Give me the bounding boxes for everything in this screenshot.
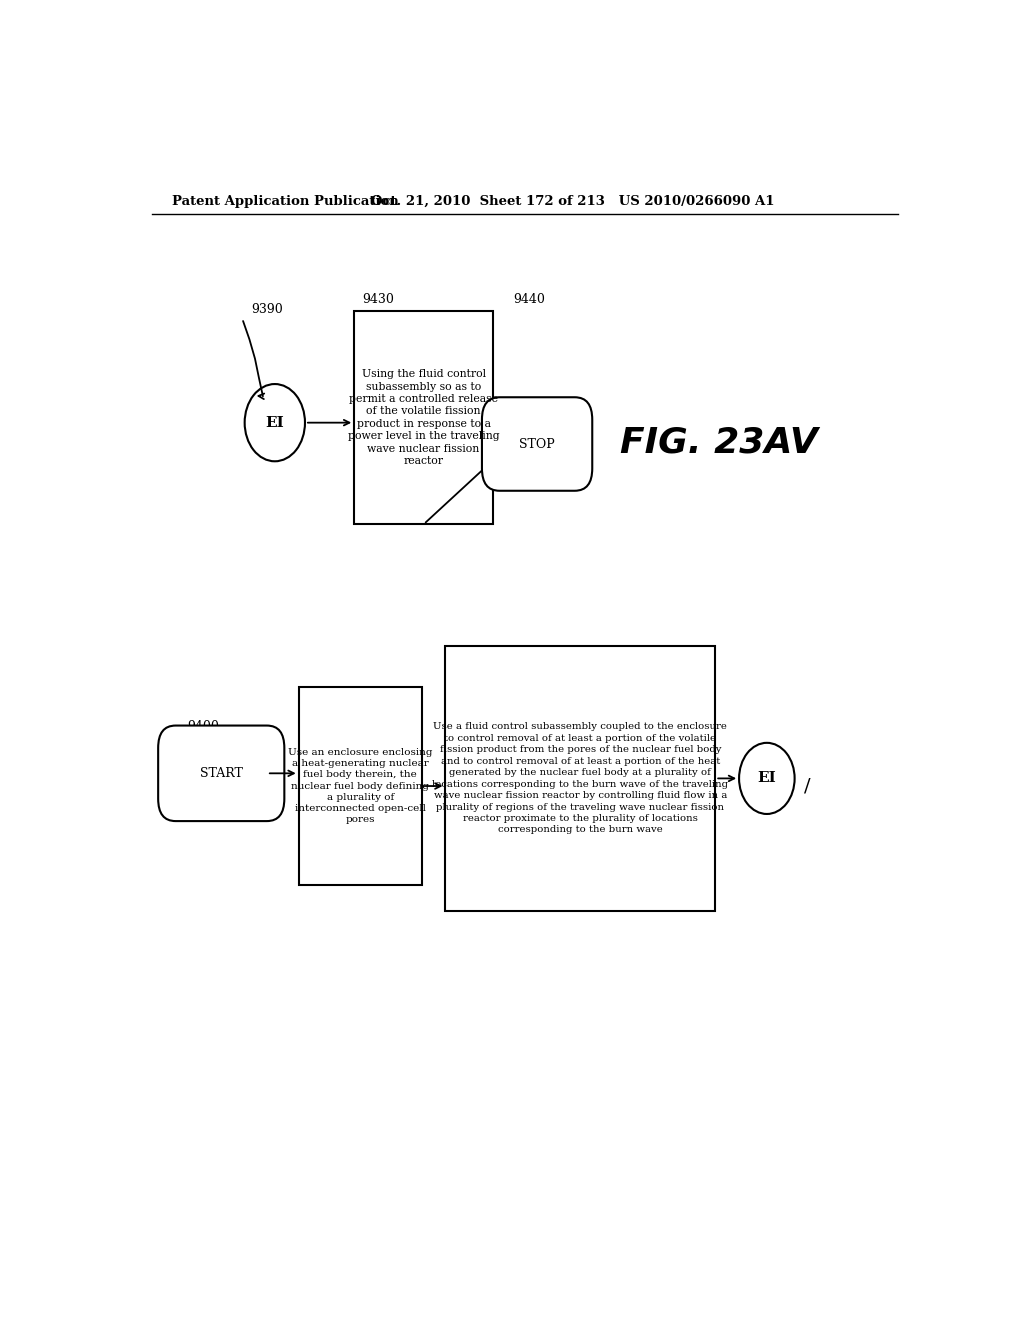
Text: 9400: 9400: [187, 719, 219, 733]
Text: START: START: [200, 767, 243, 780]
Text: Use an enclosure enclosing
a heat-generating nuclear
fuel body therein, the
nucl: Use an enclosure enclosing a heat-genera…: [288, 748, 432, 824]
Text: 9430: 9430: [362, 293, 394, 306]
Text: Patent Application Publication: Patent Application Publication: [172, 194, 398, 207]
Text: Using the fluid control
subassembly so as to
permit a controlled release
of the : Using the fluid control subassembly so a…: [348, 370, 500, 466]
FancyBboxPatch shape: [354, 312, 494, 524]
Text: /: /: [804, 777, 811, 796]
Text: STOP: STOP: [519, 437, 555, 450]
Text: Oct. 21, 2010  Sheet 172 of 213   US 2010/0266090 A1: Oct. 21, 2010 Sheet 172 of 213 US 2010/0…: [371, 194, 774, 207]
Text: 9440: 9440: [513, 293, 545, 306]
Text: 9410: 9410: [306, 719, 339, 733]
FancyBboxPatch shape: [482, 397, 592, 491]
FancyBboxPatch shape: [299, 686, 422, 886]
Text: FIG. 23AV: FIG. 23AV: [620, 426, 818, 459]
Text: EI: EI: [265, 416, 285, 430]
Text: EI: EI: [758, 771, 776, 785]
Text: 9390: 9390: [251, 304, 283, 315]
FancyBboxPatch shape: [158, 726, 285, 821]
Text: Use a fluid control subassembly coupled to the enclosure
to control removal of a: Use a fluid control subassembly coupled …: [432, 722, 728, 834]
FancyBboxPatch shape: [445, 647, 715, 911]
Text: 9420: 9420: [477, 664, 509, 677]
